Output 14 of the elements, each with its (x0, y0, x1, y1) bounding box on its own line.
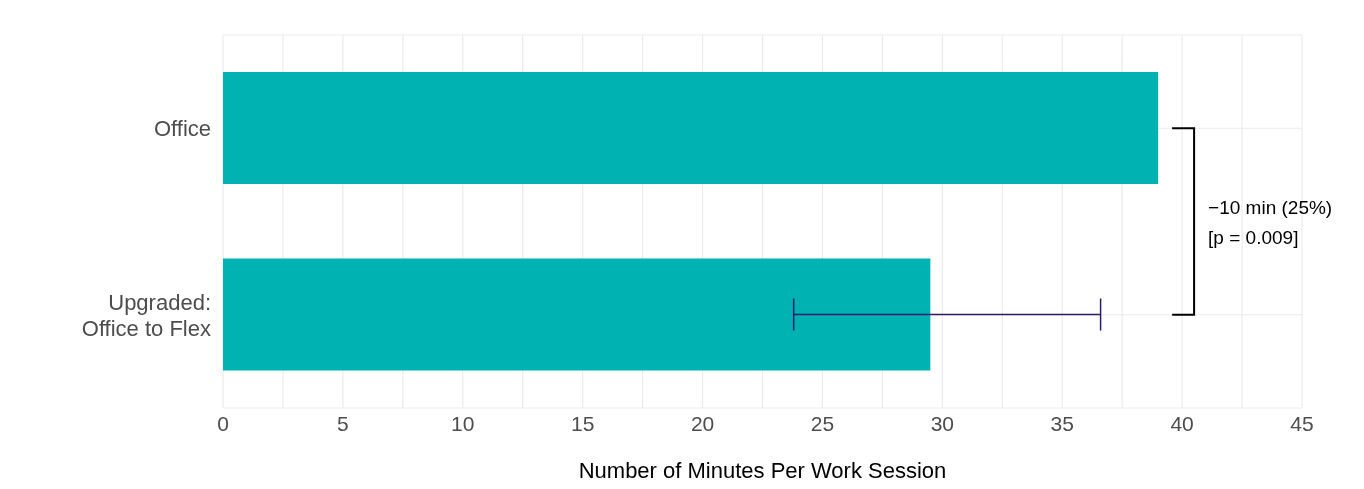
x-tick-label: 20 (690, 411, 715, 435)
x-tick-label: 35 (1050, 411, 1074, 435)
x-tick-label: 0 (217, 411, 229, 435)
y-tick-label: Upgraded: Office to Flex (81, 289, 211, 341)
x-tick-label: 5 (337, 411, 349, 435)
x-tick-label: 30 (930, 411, 955, 435)
x-tick-label: 25 (810, 411, 835, 435)
y-tick-label: Office (153, 115, 211, 141)
x-tick-label: 45 (1290, 411, 1314, 435)
x-tick-label: 10 (451, 411, 475, 435)
x-tick-label: 15 (570, 411, 595, 435)
annotation: −10 min (25%) [p = 0.009] (1208, 196, 1333, 247)
x-tick-label: 40 (1170, 411, 1194, 435)
x-axis-title: Number of Minutes Per Work Session (578, 458, 947, 483)
